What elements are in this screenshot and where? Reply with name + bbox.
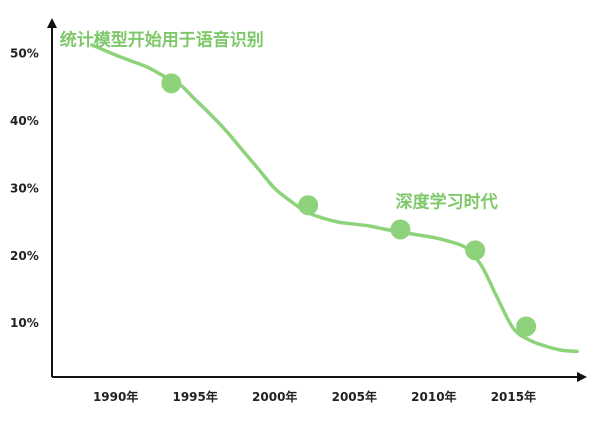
axes — [47, 18, 587, 382]
highlight-points — [161, 73, 537, 337]
y-tick-label: 10% — [10, 316, 39, 330]
x-tick-label: 2015年 — [491, 389, 536, 404]
x-tick-label: 2005年 — [332, 389, 377, 404]
data-point — [465, 240, 486, 261]
series — [90, 43, 579, 354]
data-point — [298, 195, 319, 216]
x-tick-label: 1990年 — [93, 389, 138, 404]
y-axis-arrow-icon — [47, 18, 57, 28]
series-line — [90, 43, 579, 354]
data-point — [161, 73, 182, 94]
x-tick-label: 2000年 — [252, 389, 297, 404]
data-point — [516, 316, 537, 337]
y-tick-label: 50% — [10, 47, 39, 61]
annotation-label: 深度学习时代 — [396, 191, 498, 212]
y-tick-label: 30% — [10, 181, 39, 195]
x-axis-ticks: 1990年 1995年 2000年 2005年 2010年 2015年 — [93, 389, 536, 404]
x-tick-label: 1995年 — [172, 389, 217, 404]
x-tick-label: 2010年 — [411, 389, 456, 404]
y-tick-label: 20% — [10, 249, 39, 263]
annotation-label: 统计模型开始用于语音识别 — [60, 30, 264, 51]
y-tick-label: 40% — [10, 114, 39, 128]
data-point — [390, 219, 411, 240]
y-axis-ticks: 10% 20% 30% 40% 50% — [10, 47, 39, 330]
x-axis-arrow-icon — [577, 372, 587, 382]
